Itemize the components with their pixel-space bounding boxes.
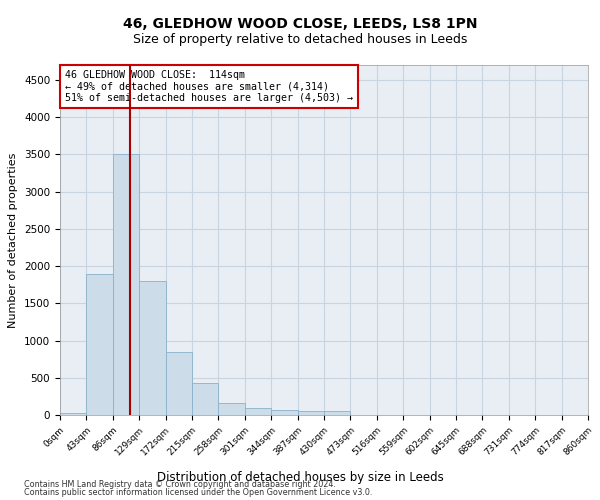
Bar <box>298 411 324 415</box>
Bar <box>271 410 298 415</box>
Bar <box>324 412 350 415</box>
Text: Contains HM Land Registry data © Crown copyright and database right 2024.: Contains HM Land Registry data © Crown c… <box>24 480 336 489</box>
Y-axis label: Number of detached properties: Number of detached properties <box>8 152 19 328</box>
Bar <box>60 413 86 415</box>
Bar <box>86 274 113 415</box>
Text: Distribution of detached houses by size in Leeds: Distribution of detached houses by size … <box>157 471 443 484</box>
Text: 46, GLEDHOW WOOD CLOSE, LEEDS, LS8 1PN: 46, GLEDHOW WOOD CLOSE, LEEDS, LS8 1PN <box>123 18 477 32</box>
Bar <box>192 383 218 415</box>
Text: Size of property relative to detached houses in Leeds: Size of property relative to detached ho… <box>133 32 467 46</box>
Bar <box>166 352 192 415</box>
Bar <box>218 403 245 415</box>
Text: Contains public sector information licensed under the Open Government Licence v3: Contains public sector information licen… <box>24 488 373 497</box>
Bar <box>139 281 166 415</box>
Bar <box>113 154 139 415</box>
Text: 46 GLEDHOW WOOD CLOSE:  114sqm
← 49% of detached houses are smaller (4,314)
51% : 46 GLEDHOW WOOD CLOSE: 114sqm ← 49% of d… <box>65 70 353 103</box>
Bar <box>245 408 271 415</box>
